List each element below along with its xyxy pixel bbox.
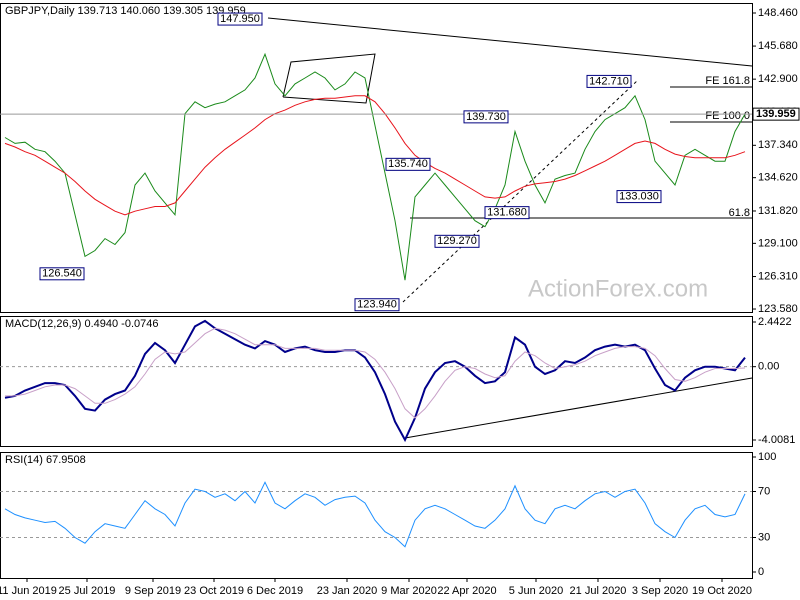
projection-line <box>402 79 639 303</box>
macd-panel <box>0 316 753 447</box>
x-tick-label: 23 Jan 2020 <box>317 585 378 597</box>
rsi-panel <box>0 452 753 579</box>
price-panel <box>0 3 753 313</box>
price-label-box <box>586 74 632 88</box>
y-tick-label: 131.820 <box>758 205 798 217</box>
x-tick-label: 3 Sep 2020 <box>632 585 688 597</box>
last-price-label: 139.959 <box>756 108 796 120</box>
y-tick-label: 142.900 <box>758 73 798 85</box>
y-tick-label: 137.340 <box>758 139 798 151</box>
y-tick-label: 0 <box>758 566 764 578</box>
x-tick-label: 6 Dec 2019 <box>247 585 303 597</box>
fib-label: 61.8 <box>729 207 750 219</box>
x-tick-label: 5 Jun 2020 <box>509 585 563 597</box>
y-tick-label: 30 <box>758 531 770 543</box>
x-tick-label: 9 Sep 2019 <box>125 585 181 597</box>
price-label-box <box>434 234 480 248</box>
watermark: ActionForex.com <box>528 275 708 302</box>
x-tick-label: 23 Oct 2019 <box>184 585 244 597</box>
x-tick-label: 25 Jul 2019 <box>59 585 116 597</box>
panel-title: MACD(12,26,9) 0.4940 -0.0746 <box>5 318 158 330</box>
fib-label: FE 161.8 <box>705 75 750 87</box>
price-label: 133.030 <box>619 190 659 202</box>
series-line <box>5 327 746 419</box>
x-tick-label: 22 Apr 2020 <box>437 585 496 597</box>
price-label-box <box>39 267 85 281</box>
y-tick-label: 100 <box>758 451 776 463</box>
price-label-box <box>217 12 263 26</box>
price-label: 123.940 <box>357 299 397 311</box>
trend-line <box>267 17 753 67</box>
fib-label: FE 100.0 <box>705 110 750 122</box>
x-tick-label: 19 Oct 2020 <box>692 585 752 597</box>
price-label: 135.740 <box>388 158 428 170</box>
x-tick-label: 11 Jun 2019 <box>0 585 57 597</box>
price-label: 129.270 <box>437 235 477 247</box>
series-line <box>4 52 746 281</box>
y-tick-label: 129.100 <box>758 237 798 249</box>
series-line <box>4 481 746 548</box>
channel <box>282 53 376 104</box>
price-label: 139.730 <box>466 111 506 123</box>
price-label: 142.710 <box>589 75 629 87</box>
x-tick-label: 9 Mar 2020 <box>381 585 437 597</box>
price-label: 126.540 <box>42 268 82 280</box>
panel-title: RSI(14) 67.9508 <box>5 454 86 466</box>
macd-trend-line <box>404 377 753 439</box>
price-label-box <box>484 206 530 220</box>
price-label-box <box>463 110 509 124</box>
panel-title: GBPJPY,Daily 139.713 140.060 139.305 139… <box>5 5 246 17</box>
x-tick-label: 21 Jul 2020 <box>570 585 627 597</box>
y-tick-label: -4.0081 <box>758 434 795 446</box>
y-tick-label: 0.00 <box>758 361 779 373</box>
price-label-box <box>616 190 662 204</box>
series-line <box>4 319 746 443</box>
price-label: 147.950 <box>220 13 260 25</box>
y-tick-label: 126.310 <box>758 270 798 282</box>
last-price-box <box>752 107 800 121</box>
y-tick-label: 145.680 <box>758 40 798 52</box>
price-label: 131.680 <box>487 207 527 219</box>
price-label-box <box>354 298 400 312</box>
series-line <box>4 95 746 216</box>
y-tick-label: 148.460 <box>758 7 798 19</box>
price-label-box <box>385 157 431 171</box>
y-tick-label: 2.4422 <box>758 316 792 328</box>
y-tick-label: 70 <box>758 485 770 497</box>
y-tick-label: 134.620 <box>758 172 798 184</box>
y-tick-label: 123.580 <box>758 303 798 315</box>
